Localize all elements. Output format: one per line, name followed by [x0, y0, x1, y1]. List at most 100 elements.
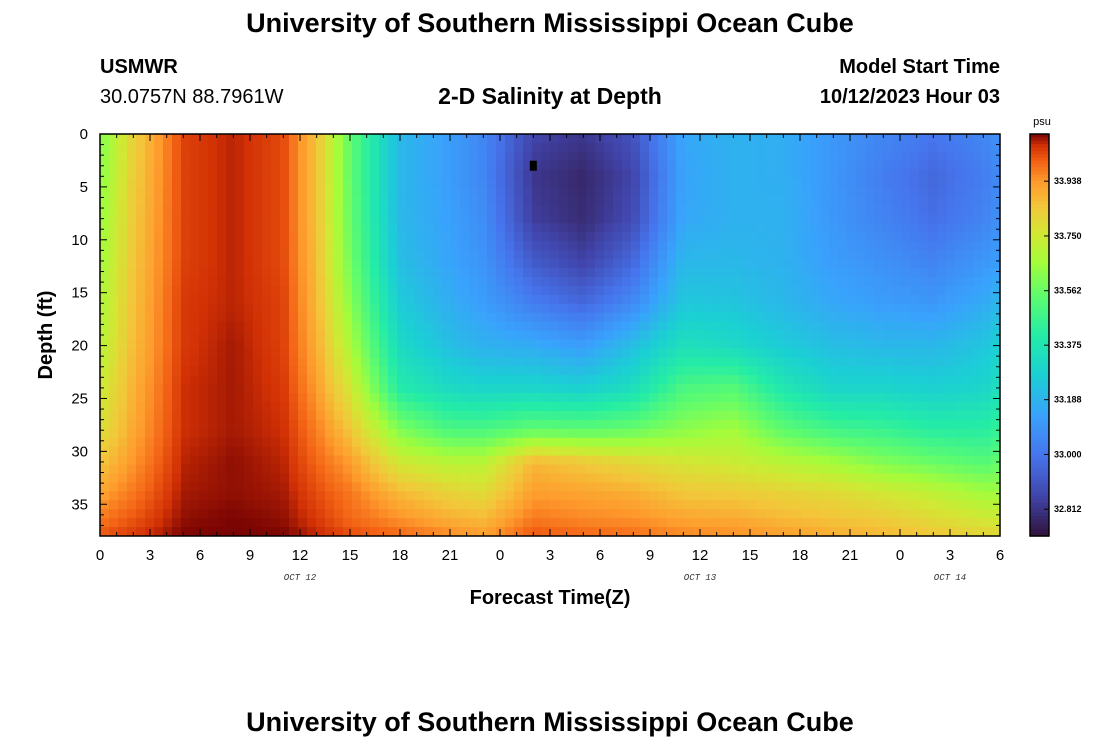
heatmap-cell	[523, 509, 533, 519]
heatmap-cell	[667, 303, 677, 314]
heatmap-cell	[685, 294, 695, 305]
heatmap-cell	[856, 214, 866, 224]
heatmap-cell	[712, 419, 722, 430]
heatmap-cell	[406, 402, 416, 412]
heatmap-cell	[721, 205, 731, 215]
heatmap-cell	[928, 357, 938, 367]
heatmap-cell	[415, 268, 425, 278]
heatmap-cell	[262, 294, 272, 305]
heatmap-cell	[262, 384, 272, 394]
heatmap-cell	[577, 250, 587, 260]
heatmap-cell	[406, 187, 416, 198]
heatmap-cell	[973, 366, 983, 376]
heatmap-cell	[100, 339, 110, 349]
heatmap-cell	[874, 312, 884, 323]
heatmap-cell	[226, 491, 236, 501]
heatmap-cell	[109, 473, 119, 483]
heatmap-cell	[613, 500, 623, 510]
heatmap-cell	[487, 500, 497, 510]
heatmap-cell	[199, 285, 209, 296]
y-tick-label: 15	[71, 285, 88, 302]
heatmap-cell	[352, 402, 362, 412]
heatmap-cell	[262, 330, 272, 341]
heatmap-cell	[946, 312, 956, 323]
heatmap-cell	[856, 187, 866, 198]
heatmap-cell	[370, 339, 380, 349]
heatmap-cell	[775, 446, 785, 457]
heatmap-cell	[811, 187, 821, 198]
heatmap-cell	[901, 402, 911, 412]
heatmap-cell	[622, 169, 632, 180]
heatmap-cell	[955, 482, 965, 492]
heatmap-cell	[568, 500, 578, 510]
heatmap-cell	[919, 357, 929, 367]
heatmap-cell	[271, 169, 281, 180]
x-tick-label: 3	[146, 547, 154, 564]
heatmap-cell	[721, 500, 731, 510]
heatmap-cell	[397, 419, 407, 430]
colorbar-segment	[1030, 422, 1049, 427]
heatmap-cell	[883, 214, 893, 224]
heatmap-cell	[208, 223, 218, 233]
heatmap-cell	[541, 276, 551, 287]
heatmap-cell	[226, 446, 236, 457]
heatmap-cell	[928, 232, 938, 242]
heatmap-cell	[109, 250, 119, 260]
heatmap-cell	[955, 303, 965, 314]
heatmap-cell	[469, 196, 479, 207]
heatmap-cell	[271, 205, 281, 215]
heatmap-cell	[667, 330, 677, 341]
heatmap-cell	[604, 339, 614, 349]
heatmap-cell	[415, 241, 425, 251]
heatmap-cell	[820, 393, 830, 403]
heatmap-cell	[937, 491, 947, 501]
colorbar-segment	[1030, 341, 1049, 346]
heatmap-cell	[712, 250, 722, 260]
heatmap-cell	[145, 303, 155, 314]
heatmap-cell	[478, 241, 488, 251]
heatmap-cell	[640, 500, 650, 510]
heatmap-cell	[955, 142, 965, 153]
heatmap-cell	[568, 205, 578, 215]
heatmap-cell	[460, 491, 470, 501]
heatmap-cell	[478, 160, 488, 171]
heatmap-cell	[118, 491, 128, 501]
heatmap-cell	[820, 276, 830, 287]
heatmap-cell	[118, 527, 128, 536]
heatmap-cell	[415, 384, 425, 394]
heatmap-cell	[793, 303, 803, 314]
heatmap-cell	[334, 178, 344, 189]
heatmap-cell	[937, 160, 947, 171]
colorbar-segment	[1030, 532, 1049, 537]
heatmap-cell	[226, 375, 236, 385]
heatmap-cell	[973, 375, 983, 385]
heatmap-cell	[451, 339, 461, 349]
heatmap-cell	[352, 232, 362, 242]
heatmap-cell	[424, 223, 434, 233]
heatmap-cell	[541, 410, 551, 421]
heatmap-cell	[676, 446, 686, 457]
heatmap-cell	[973, 500, 983, 510]
heatmap-cell	[397, 303, 407, 314]
heatmap-cell	[784, 259, 794, 269]
heatmap-cell	[577, 160, 587, 171]
heatmap-cell	[748, 142, 758, 153]
colorbar-segment	[1030, 351, 1049, 356]
heatmap-cell	[568, 312, 578, 323]
heatmap-cell	[703, 419, 713, 430]
heatmap-cell	[181, 428, 191, 439]
heatmap-cell	[784, 348, 794, 358]
heatmap-cell	[883, 303, 893, 314]
heatmap-cell	[460, 348, 470, 358]
colorbar-ticks: 33.93833.75033.56233.37533.18833.00032.8…	[1044, 176, 1082, 514]
heatmap-cell	[793, 142, 803, 153]
heatmap-cell	[190, 455, 200, 466]
heatmap-cell	[370, 196, 380, 207]
heatmap-cell	[352, 491, 362, 501]
heatmap-cell	[496, 410, 506, 421]
heatmap-cell	[550, 187, 560, 198]
heatmap-cell	[775, 250, 785, 260]
heatmap-cell	[388, 500, 398, 510]
heatmap-cell	[838, 214, 848, 224]
